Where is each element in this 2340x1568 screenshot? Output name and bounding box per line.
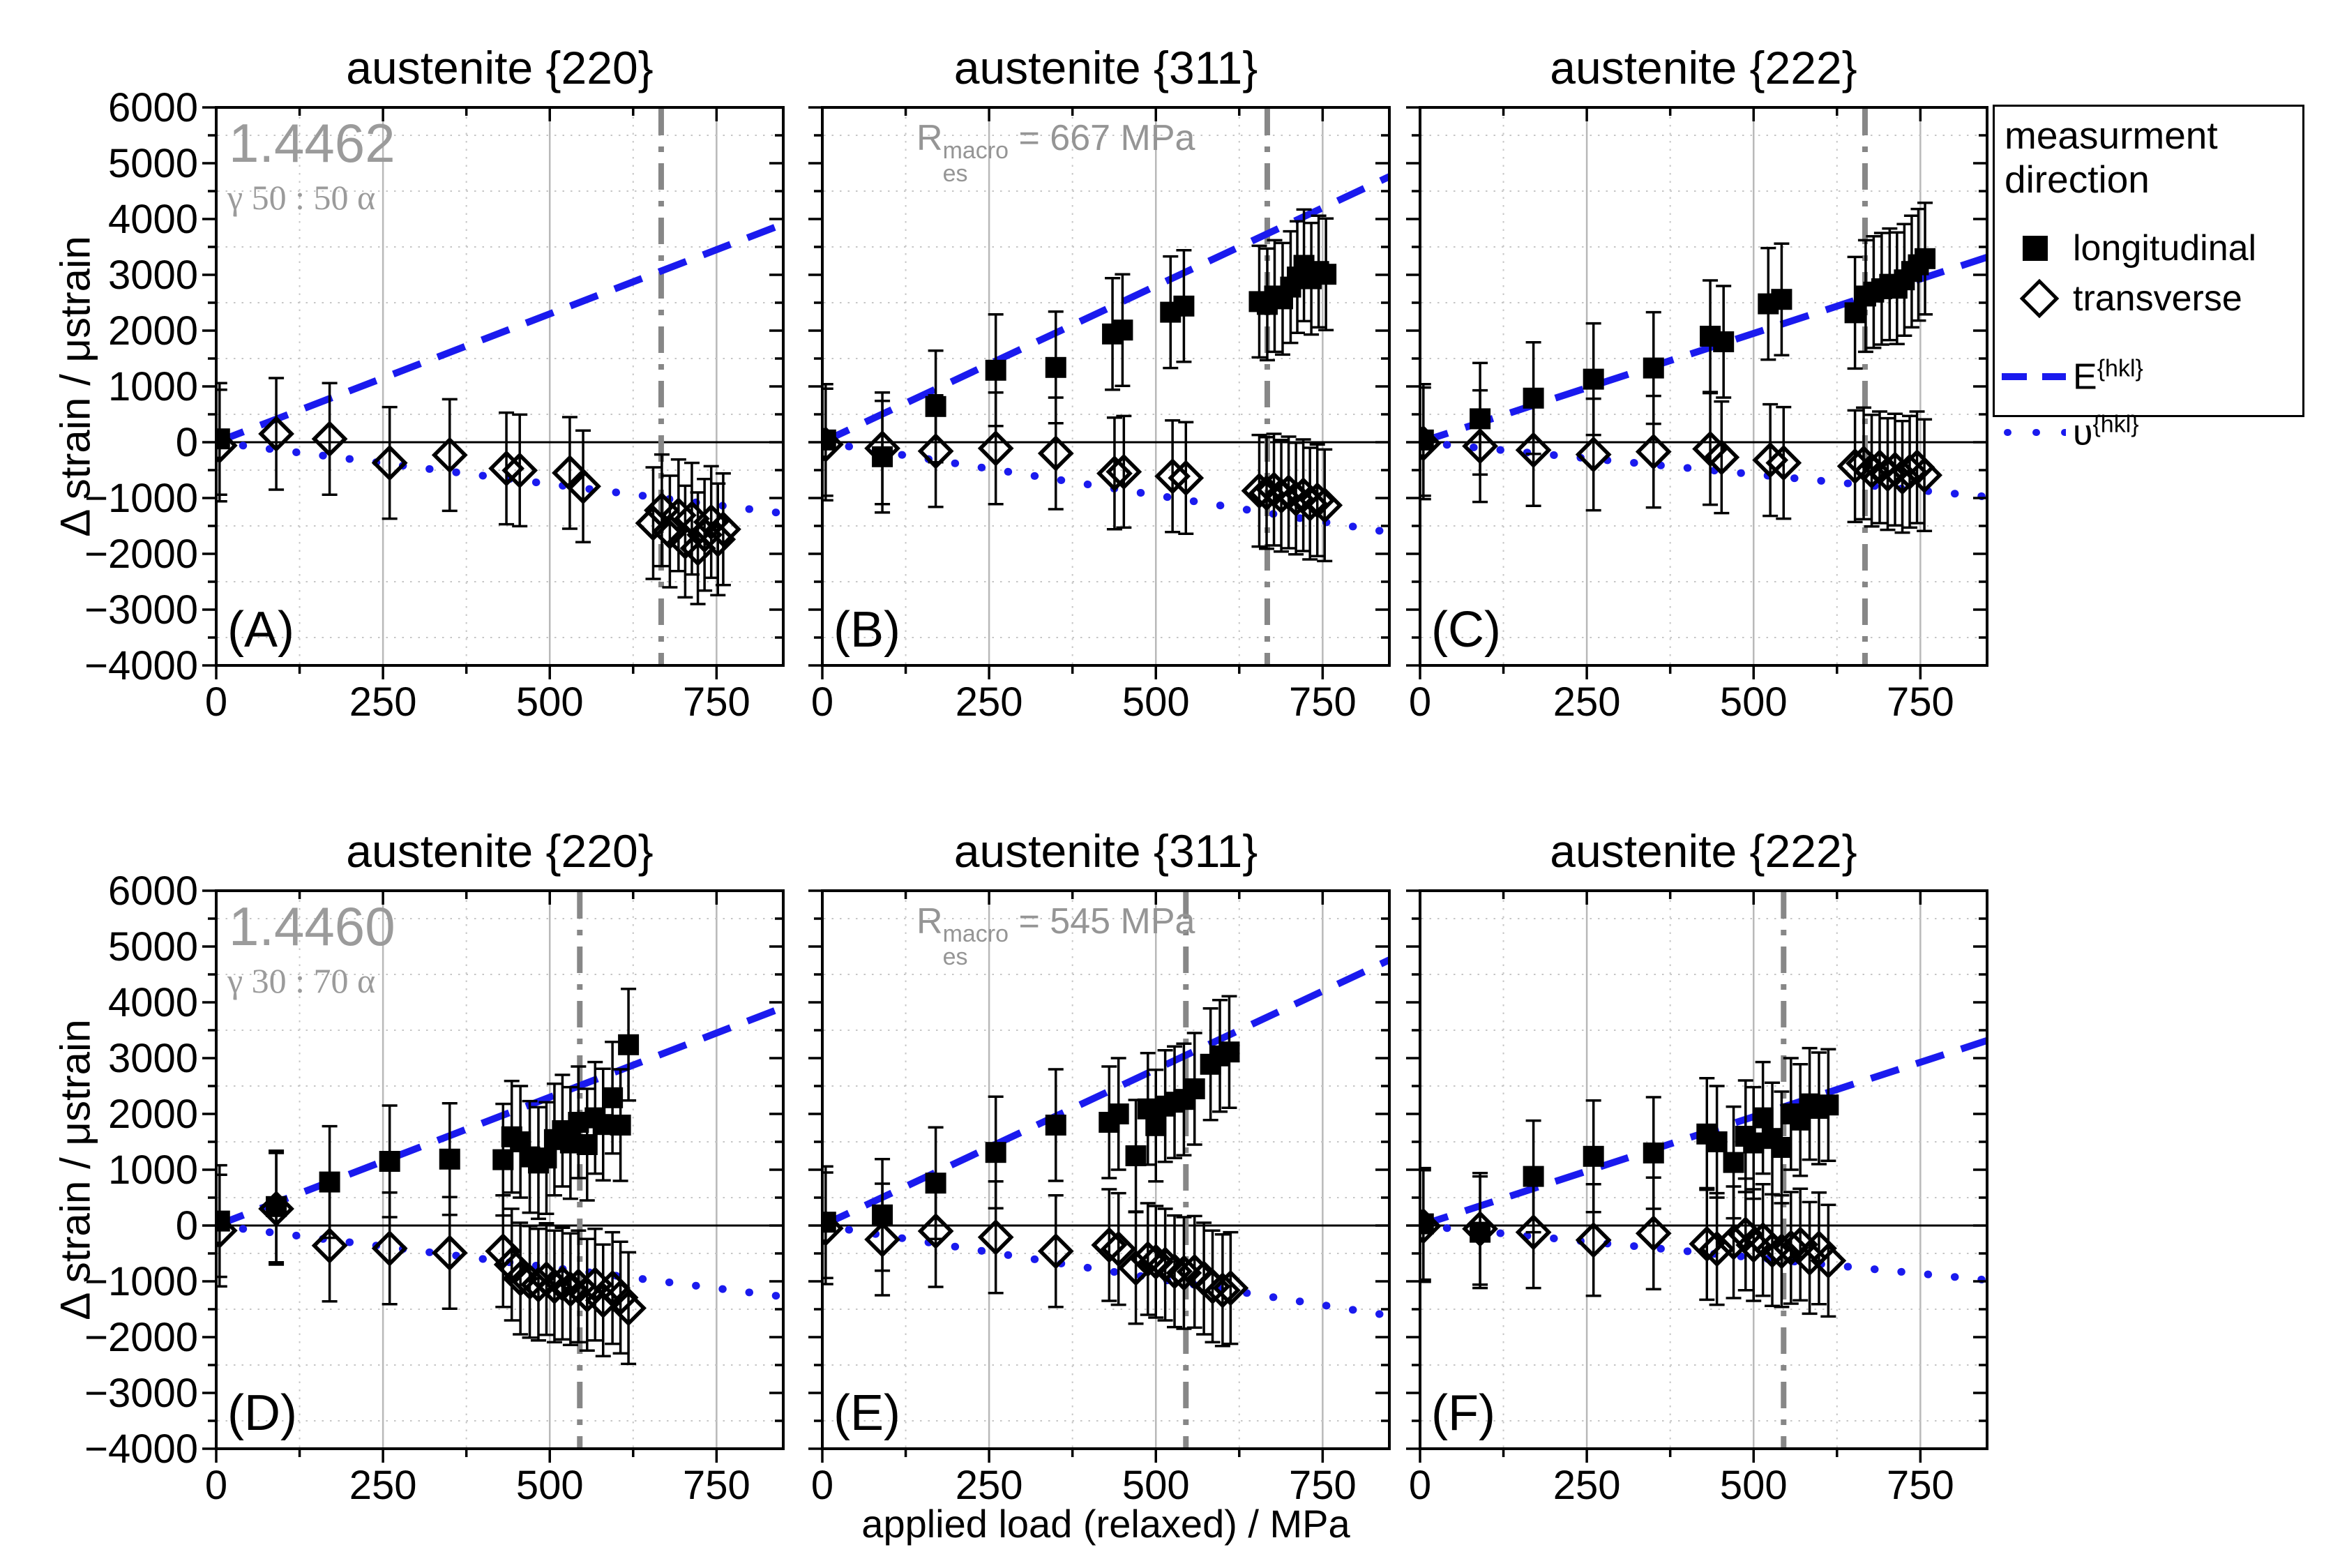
svg-text:6000: 6000 [108,868,198,914]
svg-text:750: 750 [683,1463,750,1508]
svg-text:250: 250 [956,1463,1023,1508]
svg-text:500: 500 [1720,1463,1788,1508]
legend-item-nu-hkl: υ{hkl} [1995,408,2302,457]
svg-text:3000: 3000 [108,252,198,298]
svg-text:3000: 3000 [108,1036,198,1081]
legend-item-transverse: transverse [1995,274,2302,323]
y-axis-title-top: Δ strain / μstrain [52,236,99,537]
svg-text:250: 250 [1553,1463,1621,1508]
svg-text:2000: 2000 [108,1092,198,1137]
svg-text:500: 500 [516,679,584,725]
svg-text:1000: 1000 [108,1147,198,1193]
svg-text:−1000: −1000 [84,1259,198,1304]
legend-box: measurment direction longitudinal transv… [1993,105,2304,453]
legend-item-longitudinal: longitudinal [1995,224,2302,273]
svg-text:0: 0 [176,420,198,465]
open-diamond-marker-icon [2019,278,2060,319]
dashed-line-icon [2002,373,2066,380]
svg-text:250: 250 [349,679,417,725]
svg-text:−1000: −1000 [84,476,198,521]
svg-text:−2000: −2000 [84,532,198,577]
svg-text:750: 750 [1887,1463,1954,1508]
svg-text:500: 500 [516,1463,584,1508]
svg-text:4000: 4000 [108,197,198,242]
svg-text:0: 0 [205,679,227,725]
svg-text:5000: 5000 [108,924,198,970]
svg-text:500: 500 [1720,679,1788,725]
svg-text:0: 0 [176,1203,198,1249]
svg-text:5000: 5000 [108,141,198,186]
svg-text:0: 0 [1409,1463,1431,1508]
svg-text:−2000: −2000 [84,1315,198,1360]
x-axis-title: applied load (relaxed) / MPa [861,1502,1350,1546]
svg-text:0: 0 [205,1463,227,1508]
svg-text:250: 250 [349,1463,417,1508]
svg-text:4000: 4000 [108,980,198,1025]
svg-text:500: 500 [1122,679,1190,725]
svg-text:750: 750 [683,679,750,725]
svg-text:750: 750 [1289,1463,1357,1508]
svg-text:1000: 1000 [108,364,198,409]
filled-square-marker-icon [2023,236,2048,261]
svg-text:−3000: −3000 [84,1371,198,1416]
svg-text:0: 0 [1409,679,1431,725]
svg-text:2000: 2000 [108,308,198,354]
svg-text:750: 750 [1887,679,1954,725]
svg-text:500: 500 [1122,1463,1190,1508]
svg-text:−3000: −3000 [84,587,198,633]
svg-text:−4000: −4000 [84,643,198,688]
svg-text:250: 250 [956,679,1023,725]
svg-text:0: 0 [811,1463,833,1508]
legend-item-e-hkl: E{hkl} [1995,352,2302,401]
svg-text:−4000: −4000 [84,1426,198,1472]
svg-text:6000: 6000 [108,85,198,130]
svg-text:250: 250 [1553,679,1621,725]
svg-text:0: 0 [811,679,833,725]
y-axis-title-bottom: Δ strain / μstrain [52,1019,99,1320]
svg-text:750: 750 [1289,679,1357,725]
dotted-line-icon [2004,429,2066,436]
legend-title: measurment direction [2005,114,2218,201]
